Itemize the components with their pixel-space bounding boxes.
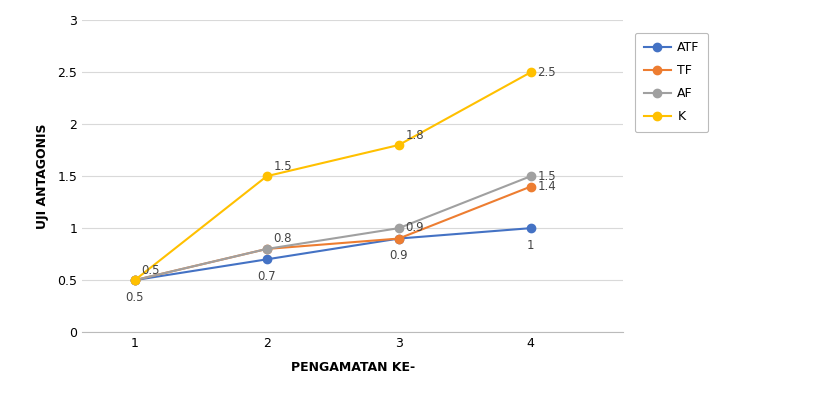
K xyxy=(129,278,139,283)
Line: TF: TF xyxy=(130,182,534,284)
Y-axis label: UJI ANTAGONIS: UJI ANTAGONIS xyxy=(36,124,49,229)
Text: 0.7: 0.7 xyxy=(257,270,276,283)
Text: 0.8: 0.8 xyxy=(273,232,292,245)
Line: AF: AF xyxy=(130,172,534,284)
ATF xyxy=(261,257,271,262)
K xyxy=(393,143,403,147)
Text: 0.5: 0.5 xyxy=(141,264,160,277)
Legend: ATF, TF, AF, K: ATF, TF, AF, K xyxy=(634,33,708,132)
ATF xyxy=(393,236,403,241)
Text: 1.5: 1.5 xyxy=(273,160,292,173)
Line: K: K xyxy=(130,68,534,284)
TF xyxy=(129,278,139,283)
TF xyxy=(393,236,403,241)
AF xyxy=(129,278,139,283)
K xyxy=(261,174,271,179)
AF xyxy=(525,174,535,179)
Line: ATF: ATF xyxy=(130,224,534,284)
Text: 1.8: 1.8 xyxy=(405,129,423,142)
X-axis label: PENGAMATAN KE-: PENGAMATAN KE- xyxy=(290,361,414,374)
AF xyxy=(393,226,403,230)
Text: 1: 1 xyxy=(527,239,534,252)
TF xyxy=(525,184,535,189)
TF xyxy=(261,247,271,252)
ATF xyxy=(525,226,535,230)
ATF xyxy=(129,278,139,283)
Text: 0.9: 0.9 xyxy=(405,222,423,234)
Text: 0.9: 0.9 xyxy=(389,249,408,262)
Text: 1.4: 1.4 xyxy=(536,180,555,193)
Text: 2.5: 2.5 xyxy=(536,66,555,79)
K xyxy=(525,70,535,75)
AF xyxy=(261,247,271,252)
Text: 0.5: 0.5 xyxy=(125,290,144,303)
Text: 1.5: 1.5 xyxy=(536,170,555,183)
